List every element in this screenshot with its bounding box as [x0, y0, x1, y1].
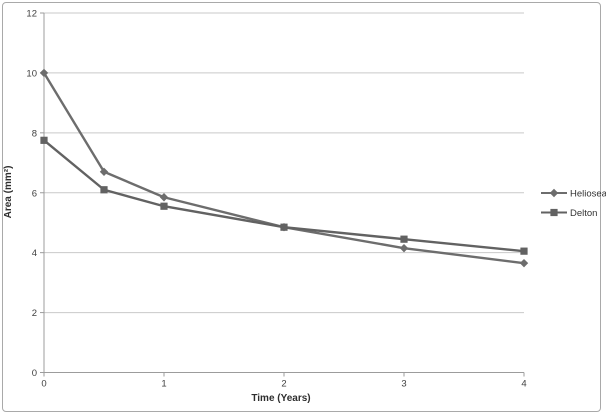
y-axis-title: Area (mm²): [3, 166, 14, 219]
x-tick-label: 0: [41, 379, 46, 390]
marker-diamond: [39, 68, 49, 78]
legend-label-delton: Delton: [570, 208, 597, 219]
marker-square: [280, 223, 288, 231]
y-tick-label: 2: [32, 308, 37, 319]
gridlines: [44, 12, 524, 314]
legend-key-helioseal: [541, 188, 567, 198]
marker-square: [160, 202, 168, 210]
x-tick-label: 4: [521, 379, 526, 390]
y-tick-label: 6: [32, 188, 37, 199]
marker-square: [400, 235, 408, 243]
marker-square: [40, 136, 48, 144]
marker-square: [520, 247, 528, 255]
legend-item-helioseal: Helioseal: [570, 189, 606, 200]
series-line-helioseal: [42, 71, 526, 265]
series-helioseal: [39, 68, 529, 268]
legend-item-delton: Delton: [570, 208, 597, 219]
marker-diamond: [399, 243, 409, 253]
series-delton: [40, 136, 528, 255]
legend: Helioseal Delton: [541, 188, 606, 219]
x-tick-label: 1: [161, 379, 166, 390]
y-tick-label: 4: [32, 248, 37, 259]
marker-square: [550, 208, 558, 217]
legend-key-delton: [541, 208, 567, 217]
y-tick-label: 8: [32, 128, 37, 139]
x-tick-label: 2: [281, 379, 286, 390]
x-tick-label: 3: [401, 379, 406, 390]
series-line-delton: [42, 139, 526, 253]
y-tick-label: 10: [26, 68, 37, 79]
legend-label-helioseal: Helioseal: [570, 189, 606, 200]
data-series: [39, 68, 529, 268]
y-tick-label: 0: [32, 368, 37, 379]
marker-diamond: [99, 167, 109, 176]
marker-diamond: [549, 188, 559, 198]
x-axis-title: Time (Years): [251, 393, 310, 404]
marker-square: [100, 186, 108, 194]
axes: [40, 12, 525, 377]
y-tick-label: 12: [26, 9, 37, 20]
marker-diamond: [519, 258, 529, 268]
marker-diamond: [159, 193, 169, 202]
